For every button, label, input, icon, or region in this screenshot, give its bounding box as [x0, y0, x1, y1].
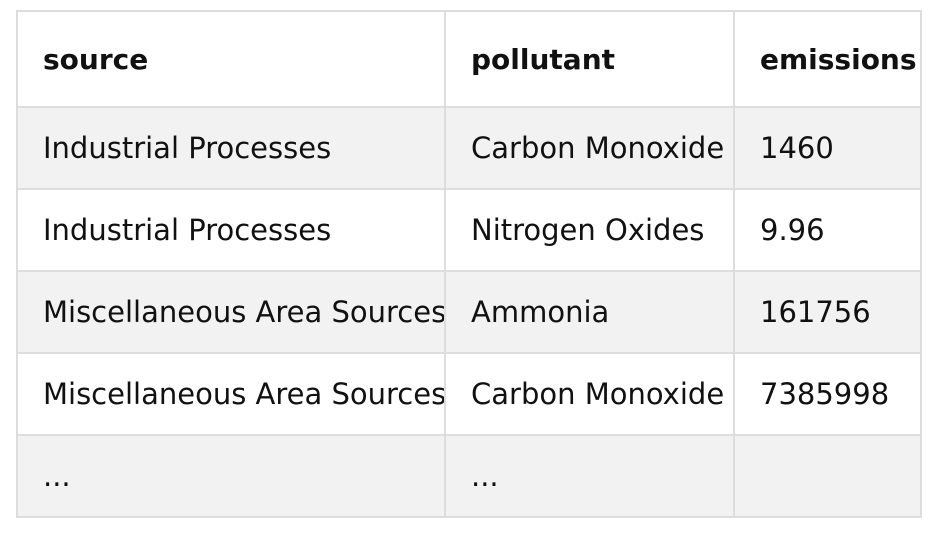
cell-source: Industrial Processes — [16, 188, 446, 272]
column-header-source: source — [16, 10, 446, 108]
cell-emissions: 7385998 — [733, 352, 922, 436]
cell-source: ... — [16, 434, 446, 518]
table-row: Miscellaneous Area Sources Carbon Monoxi… — [16, 352, 922, 436]
cell-emissions: 161756 — [733, 270, 922, 354]
table-row: Miscellaneous Area Sources Ammonia 16175… — [16, 270, 922, 354]
cell-pollutant: ... — [444, 434, 735, 518]
table-row: Industrial Processes Carbon Monoxide 146… — [16, 106, 922, 190]
header-row: source pollutant emissions — [16, 10, 922, 108]
data-table-container: source pollutant emissions Industrial Pr… — [16, 10, 922, 518]
cell-emissions — [733, 434, 922, 518]
cell-emissions: 9.96 — [733, 188, 922, 272]
data-table: source pollutant emissions Industrial Pr… — [16, 10, 922, 518]
cell-pollutant: Carbon Monoxide — [444, 106, 735, 190]
cell-source: Miscellaneous Area Sources — [16, 270, 446, 354]
cell-pollutant: Nitrogen Oxides — [444, 188, 735, 272]
table-row-ellipsis: ... ... — [16, 434, 922, 518]
cell-pollutant: Ammonia — [444, 270, 735, 354]
column-header-emissions: emissions — [733, 10, 922, 108]
cell-emissions: 1460 — [733, 106, 922, 190]
cell-pollutant: Carbon Monoxide — [444, 352, 735, 436]
table-row: Industrial Processes Nitrogen Oxides 9.9… — [16, 188, 922, 272]
cell-source: Miscellaneous Area Sources — [16, 352, 446, 436]
column-header-pollutant: pollutant — [444, 10, 735, 108]
cell-source: Industrial Processes — [16, 106, 446, 190]
